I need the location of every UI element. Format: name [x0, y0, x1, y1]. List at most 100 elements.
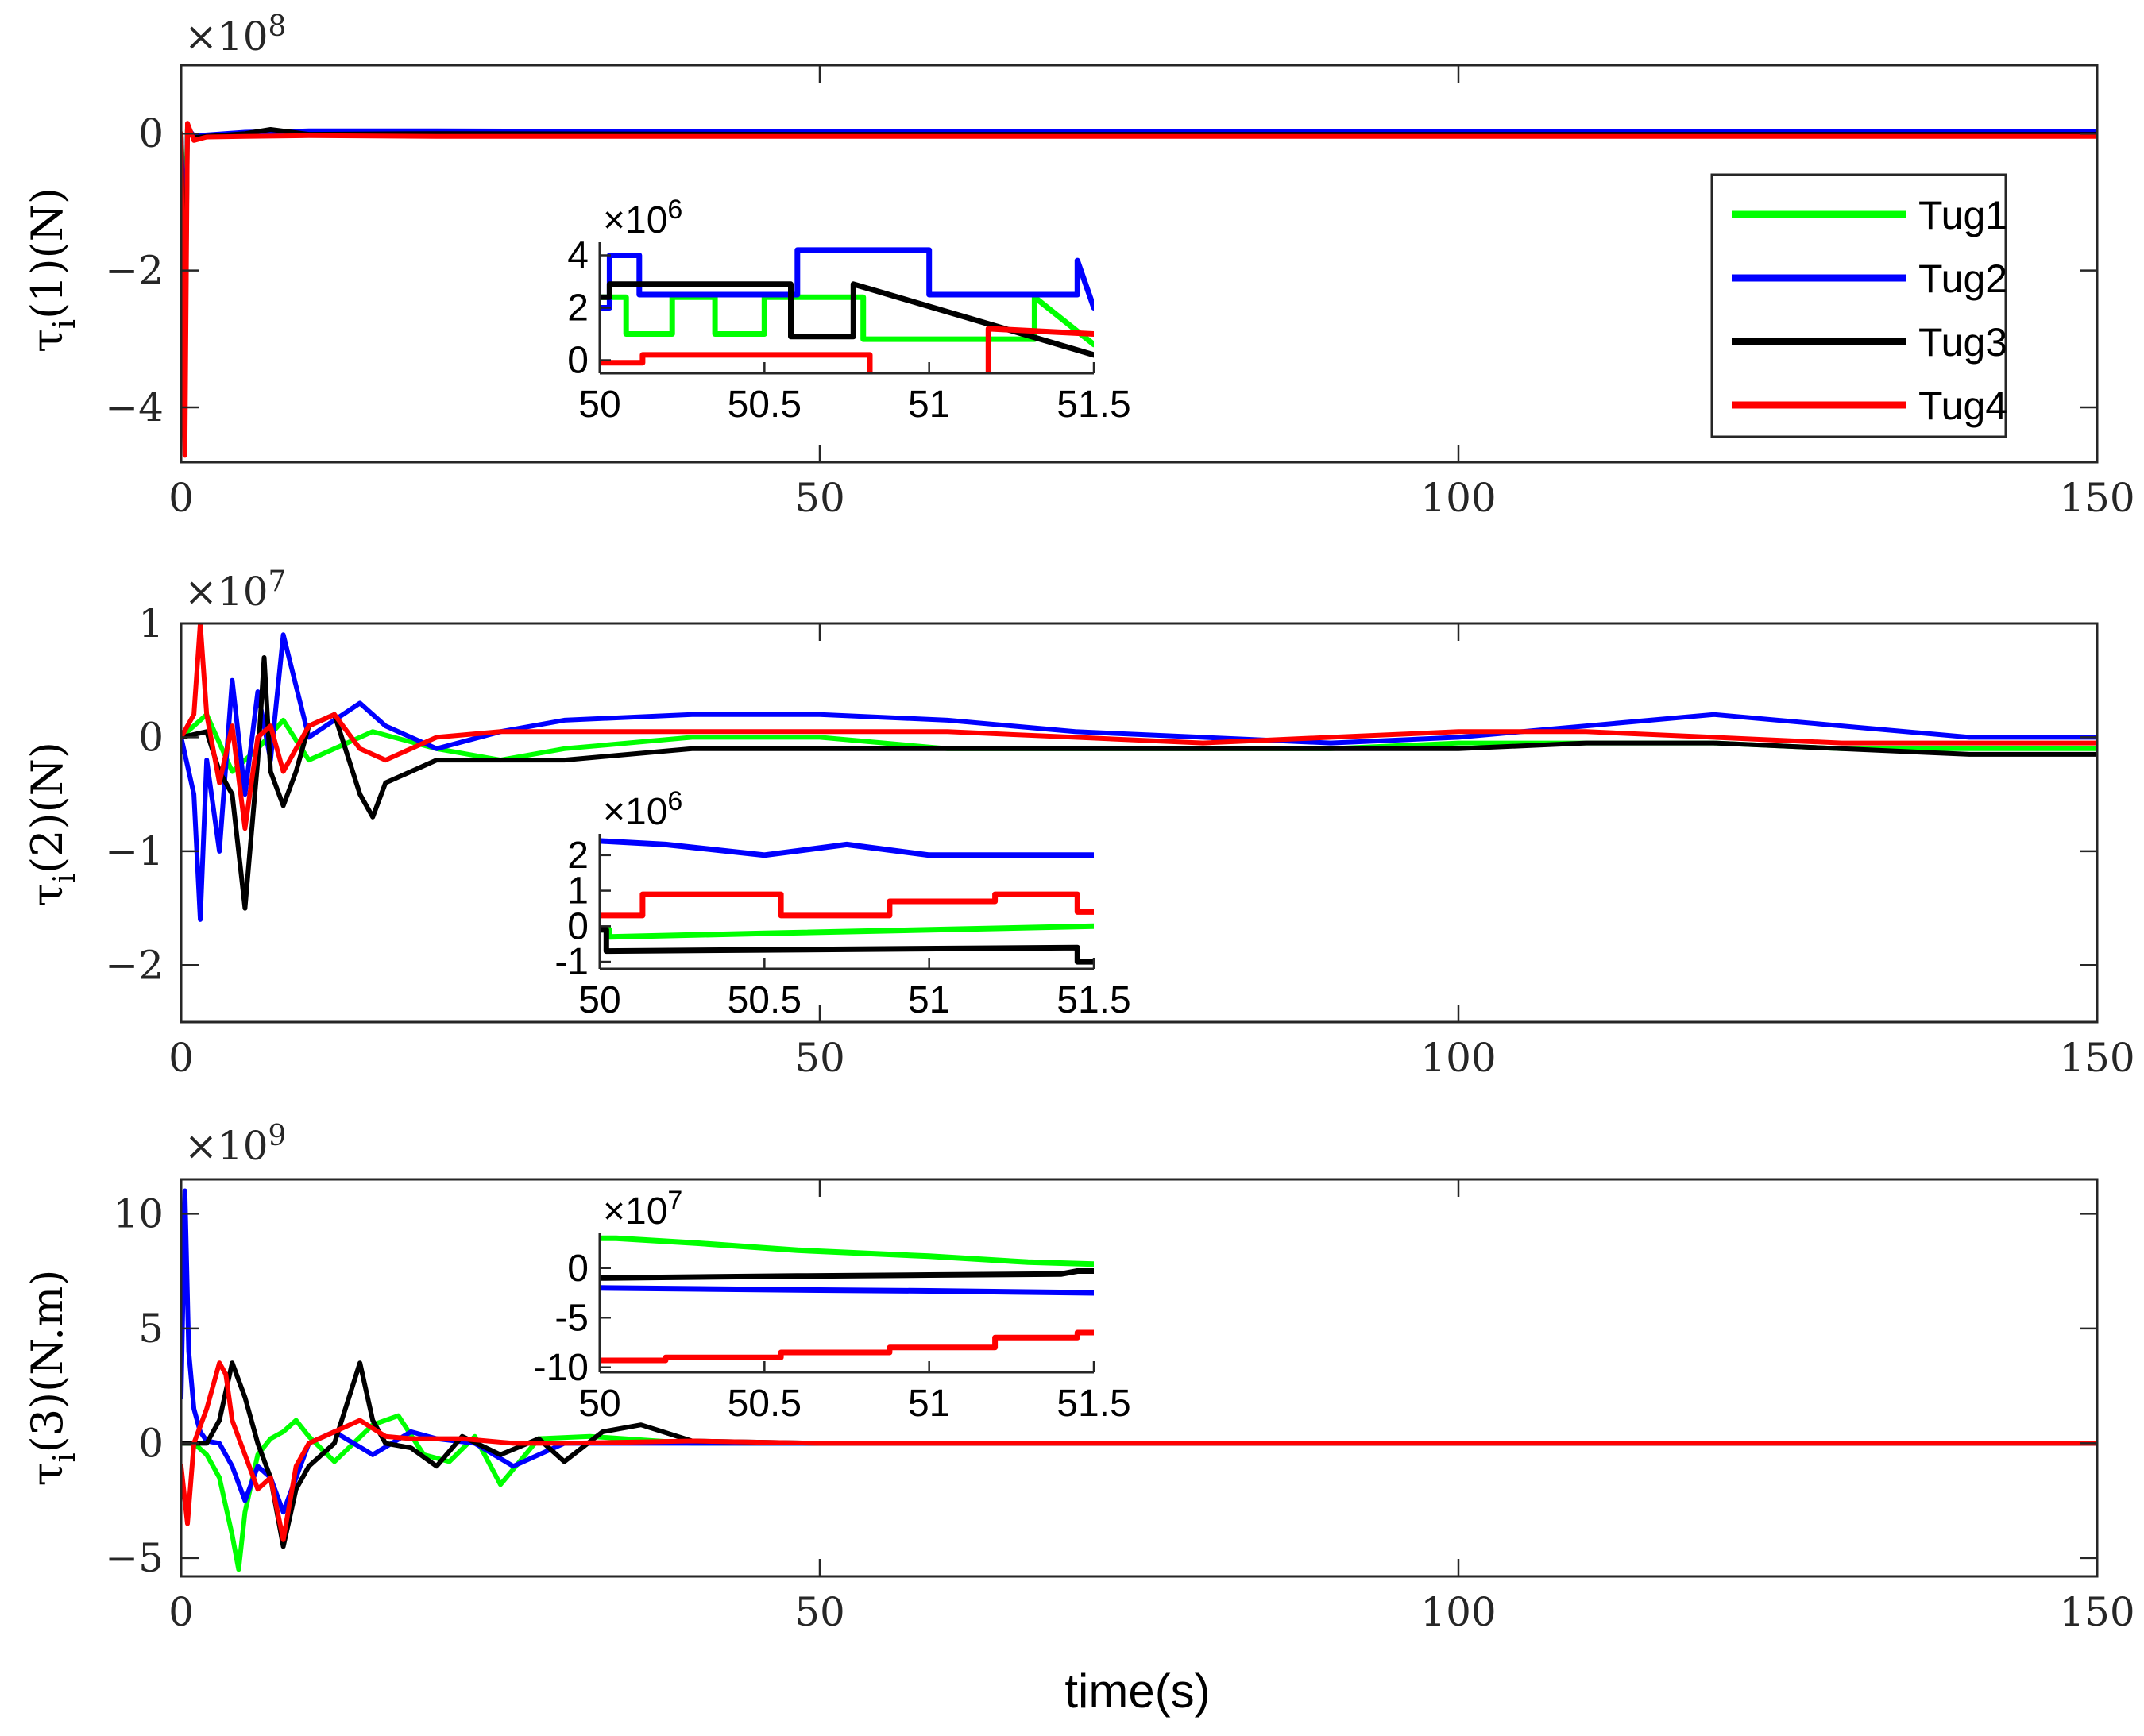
subplot-1-inset-series-group: [600, 247, 1094, 373]
subplot-3-inset-x-tick-label: 51: [908, 1383, 950, 1425]
subplot-3-x-tick-label: 100: [1420, 1589, 1496, 1635]
subplot-1-inset-y-tick-label: 0: [567, 340, 589, 382]
subplot-3-series-tug2: [181, 1188, 2097, 1515]
subplot-3-series-group: [181, 1188, 2097, 1572]
subplot-3-x-tick-label: 0: [168, 1589, 194, 1635]
subplot-2-inset-x-tick-label: 51: [908, 979, 950, 1021]
subplot-2-inset-series-tug4: [600, 891, 1094, 919]
subplot-2: 0 50 100 150−2−101 ×107 τi(2)(N) 50 50.5 51 51…: [22, 565, 2135, 1081]
subplot-2-inset-y-tick-label: 2: [567, 835, 589, 877]
subplot-2-inset-y-tick-label: 1: [567, 870, 589, 912]
subplot-3-inset-plot-area: [600, 1233, 1094, 1372]
subplot-2-y-axis-label: τi(2)(N): [22, 742, 82, 907]
subplot-1-inset-x-tick-label: 51: [908, 384, 950, 426]
subplot-3-inset-series-tug2: [600, 1285, 1094, 1296]
subplot-3-inset-x-tick-label: 50.5: [728, 1383, 802, 1425]
subplot-1-inset-series-tug3: [600, 281, 1094, 358]
x-axis-label: time(s): [1064, 1665, 1210, 1718]
subplot-1-inset-series-tug1: [600, 294, 1094, 348]
subplot-2-x-tick-label: 50: [794, 1035, 845, 1081]
subplot-1-inset-x-tick-label: 51.5: [1057, 384, 1130, 426]
legend-label-tug4: Tug4: [1918, 384, 2007, 428]
subplot-2-exponent: ×107: [184, 565, 286, 615]
subplot-1-y-tick-label: −4: [105, 384, 164, 430]
subplot-1-series-group: [181, 121, 2097, 458]
subplot-1-inset-x-tick-label: 50.5: [728, 384, 802, 426]
subplot-2-y-tick-label: 1: [138, 600, 164, 646]
subplot-2-series-tug4: [181, 623, 2097, 831]
subplot-3-inset-y-tick-label: -10: [534, 1347, 589, 1389]
subplot-3-inset-series-tug3: [600, 1268, 1094, 1281]
subplot-1-inset-series-tug4: [600, 326, 1094, 373]
subplot-2-inset-y-tick-label: -1: [554, 941, 589, 983]
subplot-3-x-tick-label: 50: [794, 1589, 845, 1635]
subplot-2-y-tick-label: 0: [138, 714, 164, 760]
subplot-2-inset-series-tug3: [600, 927, 1094, 965]
subplot-3-series-tug1: [181, 1413, 2097, 1572]
subplot-2-inset-x-tick-label: 51.5: [1057, 979, 1130, 1021]
subplot-2-x-tick-label: 100: [1420, 1035, 1496, 1081]
subplot-1-y-axis-label: τi(1)(N): [22, 187, 82, 353]
subplot-1-inset-y-tick-label: 4: [567, 235, 589, 277]
legend-label-tug2: Tug2: [1918, 257, 2007, 301]
subplot-3-inset-exponent: ×107: [603, 1186, 682, 1233]
subplot-1-inset-x-tick-label: 50: [578, 384, 620, 426]
subplot-2-x-tick-label: 150: [2059, 1035, 2134, 1081]
subplot-2-y-tick-label: −1: [105, 828, 164, 874]
subplot-2-inset-exponent: ×106: [603, 786, 682, 833]
subplot-3-series-tug4: [181, 1360, 2097, 1542]
legend-label-tug3: Tug3: [1918, 320, 2007, 365]
subplot-3-inset: 50 50.5 51 51.5 -10 -5 0 ×107: [534, 1186, 1131, 1425]
subplot-3-y-tick-label: 0: [138, 1420, 164, 1466]
subplot-2-plot-area: [181, 623, 2097, 1022]
subplot-1-axes-box: [180, 64, 2099, 464]
subplot-3-inset-series-tug1: [600, 1235, 1094, 1267]
subplot-3-y-axis-label: τi(3)(N.m): [22, 1270, 82, 1487]
subplot-2-inset-x-tick-label: 50: [578, 979, 620, 1021]
subplot-3-plot-area: [181, 1179, 2097, 1576]
subplot-1-x-tick-label: 100: [1420, 475, 1496, 521]
subplot-1-x-tick-label: 0: [168, 475, 194, 521]
subplot-1-inset: 50 50.5 51 51.5 0 2 4 ×106: [567, 195, 1130, 426]
subplot-3-inset-series-tug4: [600, 1329, 1094, 1364]
subplot-1-exponent: ×108: [184, 10, 286, 60]
subplot-2-series-group: [181, 623, 2097, 922]
subplot-3-series-tug3: [181, 1360, 2097, 1549]
legend: Tug1 Tug2 Tug3 Tug4: [1710, 173, 2007, 438]
legend-box: [1710, 173, 2007, 438]
subplot-3-inset-y-tick-label: 0: [567, 1248, 589, 1290]
legend-label-tug1: Tug1: [1918, 193, 2007, 237]
subplot-1-x-tick-label: 50: [794, 475, 845, 521]
subplot-3-inset-x-tick-label: 51.5: [1057, 1383, 1130, 1425]
subplot-1-series-tug4: [181, 121, 2097, 458]
subplot-2-inset-x-tick-label: 50.5: [728, 979, 802, 1021]
subplot-2-main-axes: 0 50 100 150−2−101: [105, 600, 2134, 1081]
subplot-1-inset-series-tug2: [600, 247, 1094, 311]
subplot-3-inset-y-tick-label: -5: [554, 1297, 589, 1339]
subplot-3-y-tick-label: 10: [113, 1190, 164, 1236]
subplot-3-inset-x-tick-label: 50: [578, 1383, 620, 1425]
subplot-2-axes-box: [180, 622, 2099, 1024]
subplot-2-x-tick-label: 0: [168, 1035, 194, 1081]
subplot-1-x-tick-label: 150: [2059, 475, 2134, 521]
subplot-2-inset-y-tick-label: 0: [567, 905, 589, 947]
subplot-3-axes-box: [180, 1178, 2099, 1578]
subplot-3-inset-series-group: [600, 1235, 1094, 1364]
subplot-1-inset-y-tick-label: 2: [567, 287, 589, 330]
subplot-3-exponent: ×109: [184, 1120, 286, 1169]
subplot-1-inset-plot-area: [600, 242, 1094, 373]
subplot-1-y-tick-label: 0: [138, 110, 164, 156]
subplot-2-inset-series-group: [600, 838, 1094, 965]
subplot-3-y-tick-label: −5: [105, 1535, 164, 1581]
subplot-3-x-tick-label: 150: [2059, 1589, 2134, 1635]
subplot-1-y-tick-label: −2: [105, 248, 164, 294]
subplot-2-series-tug3: [181, 655, 2097, 911]
subplot-1-inset-exponent: ×106: [603, 195, 682, 241]
subplot-2-y-tick-label: −2: [105, 942, 164, 988]
subplot-3-y-tick-label: 5: [138, 1306, 164, 1352]
subplot-2-inset-series-tug2: [600, 838, 1094, 858]
